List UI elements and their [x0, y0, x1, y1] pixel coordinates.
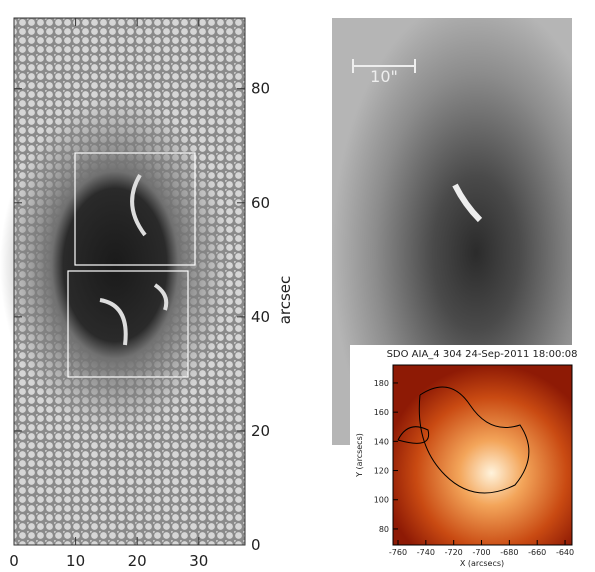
x-axis-label: X (arcsecs)	[460, 559, 504, 568]
inset-title: SDO AIA_4 304 24-Sep-2011 18:00:08	[387, 349, 578, 360]
x-tick-label: -760	[389, 548, 407, 557]
y-tick-label: 40	[251, 308, 270, 326]
x-tick-label: 20	[128, 552, 147, 568]
x-tick-label: -680	[500, 548, 518, 557]
x-tick-label: 0	[9, 552, 19, 568]
y-axis-label: Y (arcsecs)	[355, 433, 364, 478]
y-tick-label: 140	[374, 437, 389, 446]
x-tick-label: 10	[66, 552, 85, 568]
y-tick-label: 80	[379, 525, 389, 534]
figure: arcsec 10" SDO AIA_4 304 24-Sep-2011 18:…	[0, 0, 595, 568]
x-tick-label: -640	[556, 548, 574, 557]
y-tick-label: 20	[251, 422, 270, 440]
x-tick-label: -740	[417, 548, 435, 557]
y-tick-label: 80	[251, 80, 270, 98]
x-tick-label: -700	[472, 548, 490, 557]
y-tick-label: 160	[374, 408, 389, 417]
y-axis-label: arcsec	[276, 276, 294, 325]
y-tick-label: 0	[251, 536, 261, 554]
x-tick-label: -660	[528, 548, 546, 557]
y-tick-label: 180	[374, 379, 389, 388]
aia-image	[393, 365, 572, 545]
left-panel: arcsec	[0, 18, 294, 545]
x-tick-label: -720	[445, 548, 463, 557]
y-tick-label: 120	[374, 467, 389, 476]
y-tick-label: 100	[374, 496, 389, 505]
x-tick-label: 30	[189, 552, 208, 568]
y-tick-label: 60	[251, 194, 270, 212]
scale-label: 10"	[370, 67, 398, 86]
